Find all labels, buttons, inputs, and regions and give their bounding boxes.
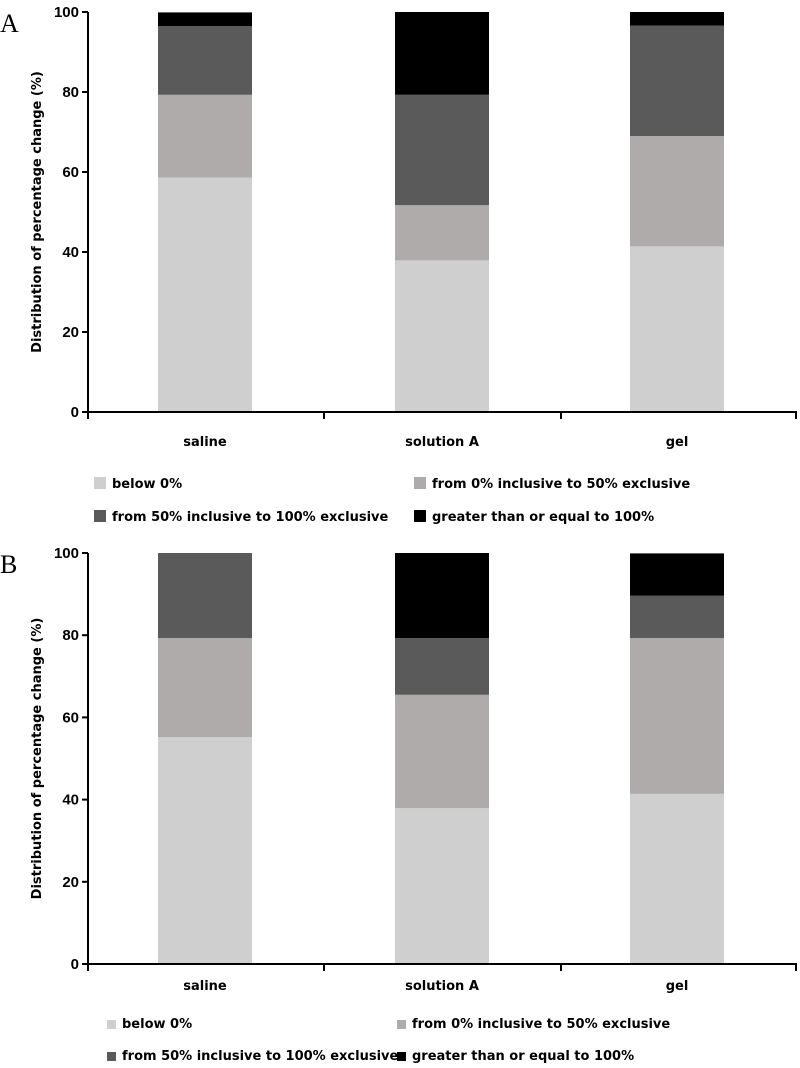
legend-label: from 50% inclusive to 100% exclusive — [112, 510, 388, 525]
category-label: solution A — [405, 979, 479, 994]
legend-label: below 0% — [112, 477, 182, 492]
category-label: saline — [183, 435, 227, 450]
y-tick-label: 20 — [62, 874, 79, 891]
y-tick-label: 20 — [62, 324, 79, 341]
y-tick-label: 80 — [62, 84, 79, 101]
bar-segment — [630, 25, 724, 137]
bar-segment — [395, 205, 489, 261]
y-tick-label: 100 — [54, 4, 79, 21]
bar-segment — [395, 12, 489, 95]
bar-segment — [158, 638, 252, 738]
y-axis-label: Distribution of percentage change (%) — [30, 618, 45, 900]
bar-segment — [630, 246, 724, 412]
legend-swatch — [107, 1020, 116, 1029]
bar-segment — [158, 737, 252, 964]
bar-segment — [630, 12, 724, 26]
legend-swatch — [397, 1052, 406, 1061]
bar-segment — [158, 553, 252, 639]
y-tick-label: 40 — [62, 244, 79, 261]
bar-segment — [630, 638, 724, 794]
bar-segment — [630, 793, 724, 964]
category-label: solution A — [405, 435, 479, 450]
panel-label: A — [0, 9, 19, 38]
y-tick-label: 0 — [71, 404, 79, 421]
legend-swatch — [414, 477, 426, 489]
y-tick-label: 40 — [62, 792, 79, 809]
bar-segment — [158, 177, 252, 412]
y-tick-label: 60 — [62, 709, 79, 726]
legend-label: below 0% — [122, 1017, 192, 1032]
bar-segment — [630, 553, 724, 596]
legend-label: greater than or equal to 100% — [432, 510, 654, 525]
bar-segment — [630, 595, 724, 639]
legend-label: from 0% inclusive to 50% exclusive — [412, 1017, 670, 1032]
bar-segment — [158, 12, 252, 26]
y-axis-label: Distribution of percentage change (%) — [30, 71, 45, 353]
y-tick-label: 80 — [62, 627, 79, 644]
bar-segment — [395, 694, 489, 809]
bar-segment — [395, 94, 489, 206]
bar-segment — [395, 638, 489, 695]
category-label: saline — [183, 979, 227, 994]
category-label: gel — [666, 979, 689, 994]
bar-segment — [395, 260, 489, 412]
legend-swatch — [107, 1052, 116, 1061]
y-tick-label: 0 — [71, 956, 79, 973]
legend-label: from 50% inclusive to 100% exclusive — [122, 1049, 398, 1064]
panel-label: B — [0, 550, 17, 579]
legend-swatch — [397, 1020, 406, 1029]
bar-segment — [158, 94, 252, 178]
legend-label: greater than or equal to 100% — [412, 1049, 634, 1064]
bar-segment — [158, 26, 252, 95]
legend-swatch — [94, 477, 106, 489]
y-tick-label: 60 — [62, 164, 79, 181]
legend-swatch — [414, 510, 426, 522]
legend-label: from 0% inclusive to 50% exclusive — [432, 477, 690, 492]
bar-segment — [395, 808, 489, 964]
y-tick-label: 100 — [54, 545, 79, 562]
bar-segment — [630, 136, 724, 247]
legend-swatch — [94, 510, 106, 522]
bar-segment — [395, 553, 489, 639]
category-label: gel — [666, 435, 689, 450]
